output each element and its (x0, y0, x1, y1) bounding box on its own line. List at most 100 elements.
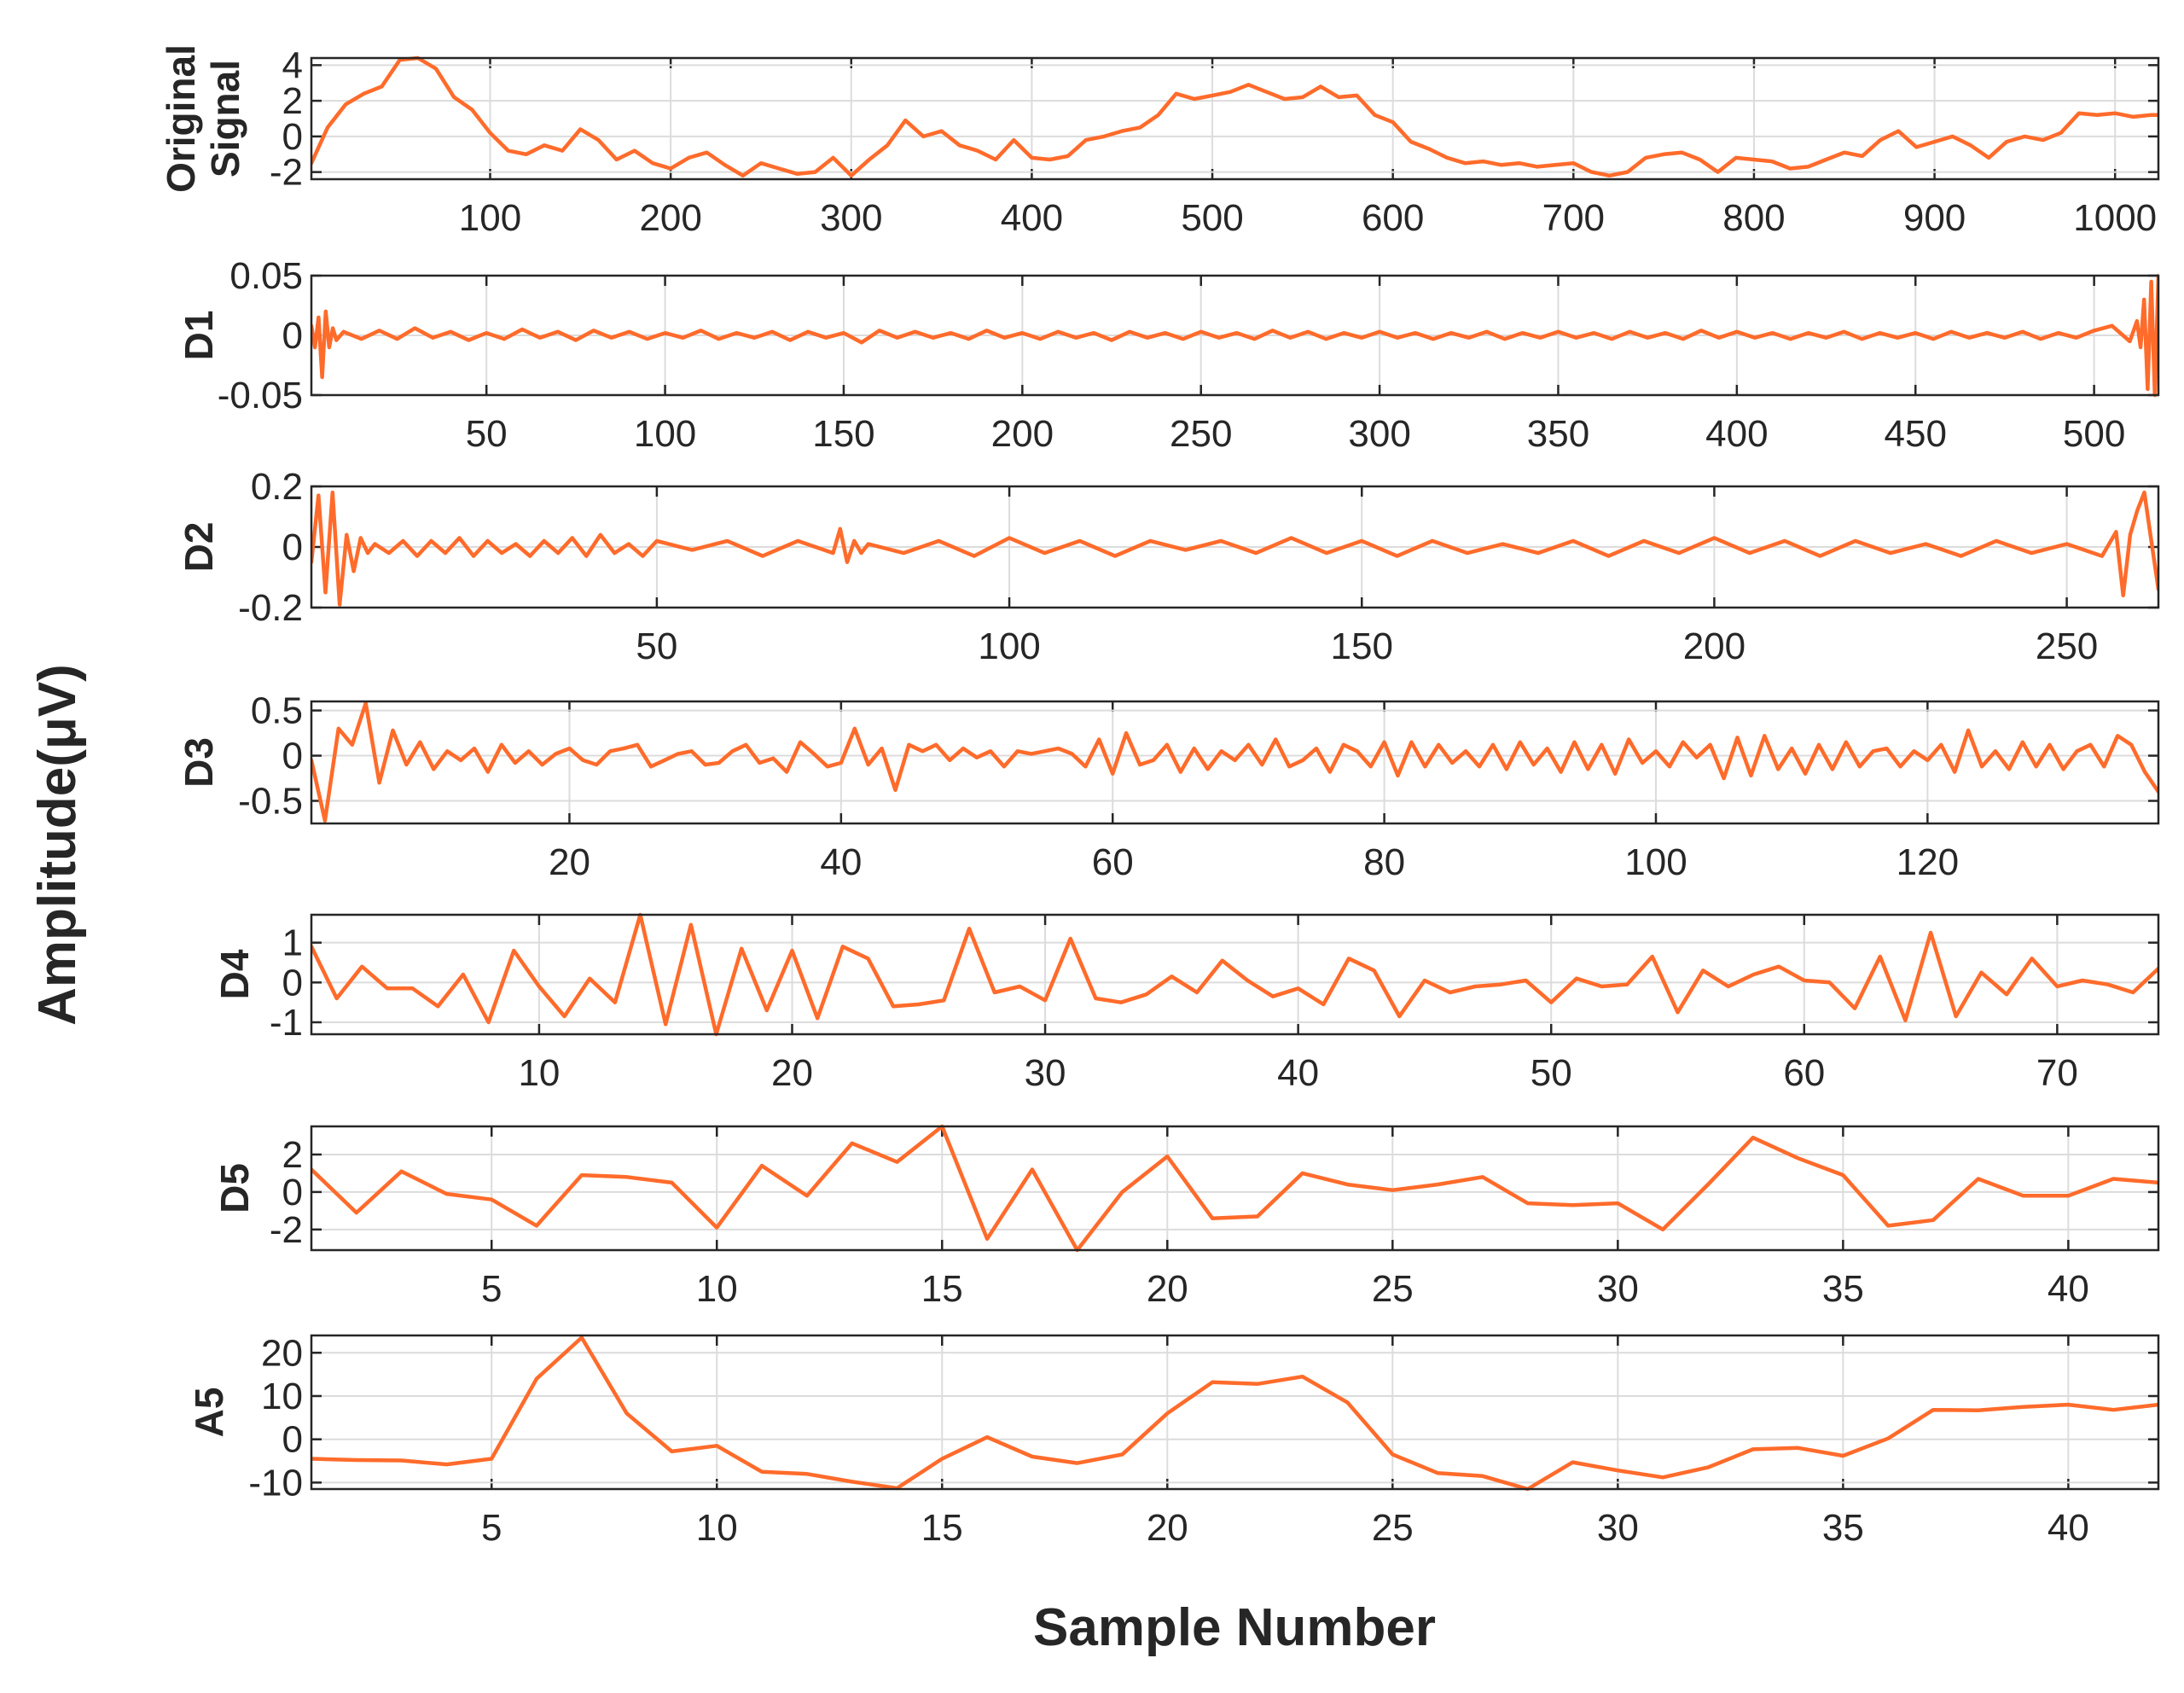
x-tick-label: 250 (1170, 413, 1232, 455)
y-tick-label: 0 (282, 315, 303, 357)
x-tick-label: 50 (1531, 1052, 1572, 1094)
y-tick-label: 0.5 (251, 690, 303, 732)
x-tick-label: 20 (549, 841, 590, 883)
x-tick-label: 30 (1597, 1268, 1639, 1310)
x-tick-label: 70 (2036, 1052, 2078, 1094)
y-tick-label: 0 (282, 736, 303, 777)
x-tick-label: 25 (1372, 1507, 1414, 1549)
x-tick-label: 800 (1722, 197, 1785, 239)
y-tick-label: -2 (270, 152, 303, 194)
x-tick-label: 40 (820, 841, 862, 883)
series-line (311, 912, 2158, 1037)
x-tick-label: 35 (1822, 1268, 1864, 1310)
x-tick-label: 30 (1025, 1052, 1066, 1094)
subplot-panels: 100 200 300 400 500 600 700 800 900 1000-2024Orig… (159, 44, 2160, 1549)
axes-box (310, 56, 2160, 181)
x-tick-label: 20 (771, 1052, 813, 1094)
series-line (311, 490, 2158, 607)
y-tick-label: 2 (282, 1134, 303, 1176)
x-tick-label: 50 (636, 625, 677, 667)
x-tick-label: 15 (921, 1507, 963, 1549)
y-tick-label: 0 (282, 527, 303, 568)
x-tick-label: 100 (459, 197, 521, 239)
x-tick-label: 200 (1683, 625, 1745, 667)
x-tick-label: 450 (1885, 413, 1947, 455)
y-tick-label: 0 (282, 962, 303, 1004)
series-line (311, 55, 2158, 178)
x-tick-label: 15 (921, 1268, 963, 1310)
panel-label: D4 (212, 949, 257, 999)
x-tick-label: 200 (639, 197, 701, 239)
x-tick-label: 10 (696, 1507, 738, 1549)
axes-box (310, 1334, 2160, 1491)
axes-box (310, 274, 2160, 397)
y-tick-label: 0.2 (251, 466, 303, 508)
y-tick-label: 2 (282, 80, 303, 122)
panel-label: D1 (177, 311, 221, 361)
x-tick-label: 80 (1363, 841, 1405, 883)
y-tick-label: -1 (270, 1002, 303, 1044)
y-tick-label: 0.05 (229, 255, 303, 297)
plot-area (311, 1335, 2158, 1489)
y-tick-label: 1 (282, 922, 303, 964)
panel-label: D3 (177, 737, 221, 788)
series-line (311, 1335, 2158, 1492)
y-tick-label: 10 (261, 1376, 303, 1417)
x-tick-label: 400 (1705, 413, 1768, 455)
x-tick-label: 600 (1362, 197, 1424, 239)
y-axis-label: Amplitude(μV) (28, 664, 87, 1026)
plot-area (311, 1126, 2158, 1250)
x-tick-label: 150 (1331, 625, 1393, 667)
x-tick-label: 500 (1181, 197, 1243, 239)
plot-area (311, 58, 2158, 179)
x-tick-label: 120 (1896, 841, 1959, 883)
axes-box (310, 1125, 2160, 1252)
x-tick-label: 100 (978, 625, 1040, 667)
plot-area (311, 701, 2158, 823)
x-tick-label: 500 (2063, 413, 2125, 455)
subplot-6: 5 10 15 20 25 30 35 40 -202 D5 (212, 1124, 2160, 1310)
y-tick-label: -2 (270, 1209, 303, 1251)
x-tick-label: 60 (1783, 1052, 1825, 1094)
x-tick-label: 40 (2048, 1507, 2089, 1549)
x-tick-label: 20 (1147, 1507, 1188, 1549)
x-tick-label: 25 (1372, 1268, 1414, 1310)
series-line (311, 1124, 2158, 1253)
y-tick-label: 0 (282, 1419, 303, 1461)
subplot-5: 10 20 30 40 50 60 70 -101 D4 (212, 912, 2160, 1094)
subplot-2: 50 100 150 200 250 300 350 400 450 500 -0.05 0 0.05D… (177, 255, 2160, 455)
x-tick-label: 700 (1542, 197, 1605, 239)
y-tick-label: 0 (282, 1172, 303, 1213)
y-tick-label: -0.5 (238, 781, 303, 823)
x-tick-label: 20 (1147, 1268, 1188, 1310)
axes-box (310, 913, 2160, 1036)
series-line (311, 273, 2158, 398)
x-tick-label: 1000 (2073, 197, 2157, 239)
x-tick-label: 5 (481, 1268, 502, 1310)
x-tick-label: 150 (812, 413, 874, 455)
x-tick-label: 250 (2036, 625, 2098, 667)
panel-label: Signal (203, 60, 247, 177)
subplot-3: 50 100 150 200 250 -0.2 0 0.2 D2 (177, 466, 2160, 667)
x-tick-label: 10 (696, 1268, 738, 1310)
x-tick-label: 200 (991, 413, 1054, 455)
x-tick-label: 100 (1624, 841, 1687, 883)
x-tick-label: 300 (820, 197, 882, 239)
y-tick-label: 0 (282, 116, 303, 158)
x-tick-label: 50 (466, 413, 508, 455)
y-tick-label: -0.05 (218, 375, 303, 416)
y-tick-label: -10 (248, 1462, 303, 1504)
subplot-4: 20 40 60 80 100 120 -0.500.5 D3 (177, 690, 2160, 883)
panel-label: D2 (177, 522, 221, 573)
x-tick-label: 40 (1277, 1052, 1319, 1094)
y-tick-label: -0.2 (238, 587, 303, 629)
x-tick-label: 350 (1527, 413, 1589, 455)
x-tick-label: 10 (518, 1052, 560, 1094)
panel-label: Original (159, 44, 203, 193)
x-tick-label: 40 (2048, 1268, 2089, 1310)
axes-box (310, 700, 2160, 825)
panel-label: D5 (212, 1163, 257, 1213)
